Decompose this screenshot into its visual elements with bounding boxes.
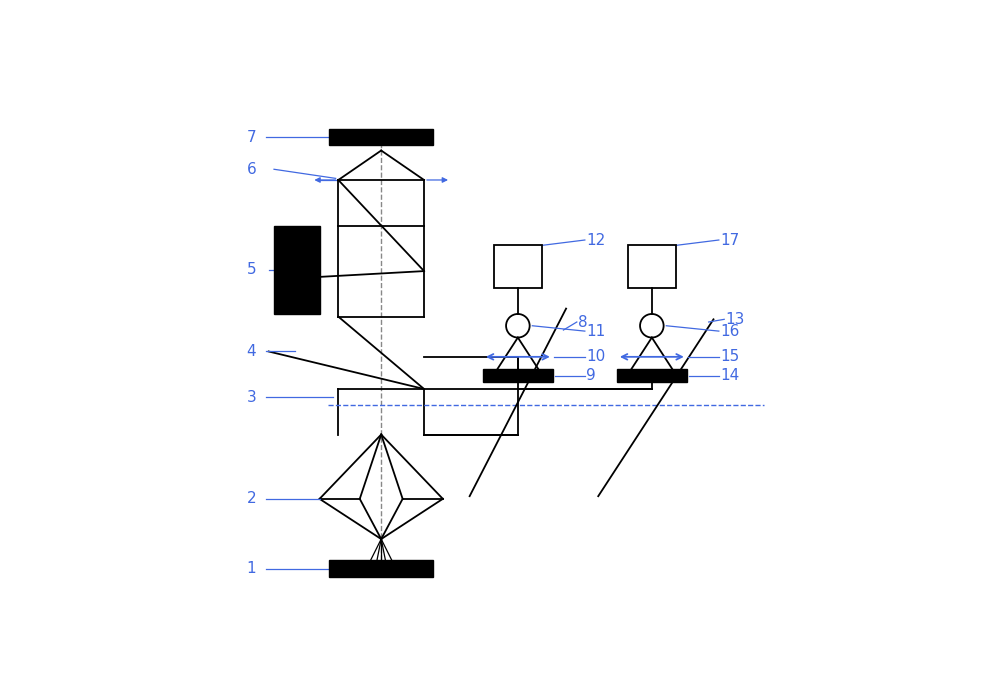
Bar (274, 226, 320, 314)
Bar (628, 246, 676, 288)
Text: 6: 6 (247, 161, 256, 177)
Text: 12: 12 (586, 232, 605, 248)
Bar (329, 129, 433, 145)
Text: 9: 9 (586, 368, 596, 383)
Bar (483, 369, 553, 382)
Bar (494, 246, 542, 288)
Text: 13: 13 (725, 312, 745, 327)
Text: 5: 5 (247, 262, 256, 277)
Text: 8: 8 (578, 315, 588, 329)
Text: 7: 7 (247, 129, 256, 145)
Text: 4: 4 (247, 344, 256, 359)
Text: 17: 17 (720, 232, 739, 248)
Text: 11: 11 (586, 324, 605, 339)
Text: 3: 3 (247, 390, 256, 404)
Text: 14: 14 (720, 368, 739, 383)
Text: 15: 15 (720, 349, 739, 364)
Text: 10: 10 (586, 349, 605, 364)
Bar (617, 369, 687, 382)
Text: 1: 1 (247, 561, 256, 576)
Bar (329, 560, 433, 576)
Text: 16: 16 (720, 324, 739, 339)
Text: 2: 2 (247, 491, 256, 507)
